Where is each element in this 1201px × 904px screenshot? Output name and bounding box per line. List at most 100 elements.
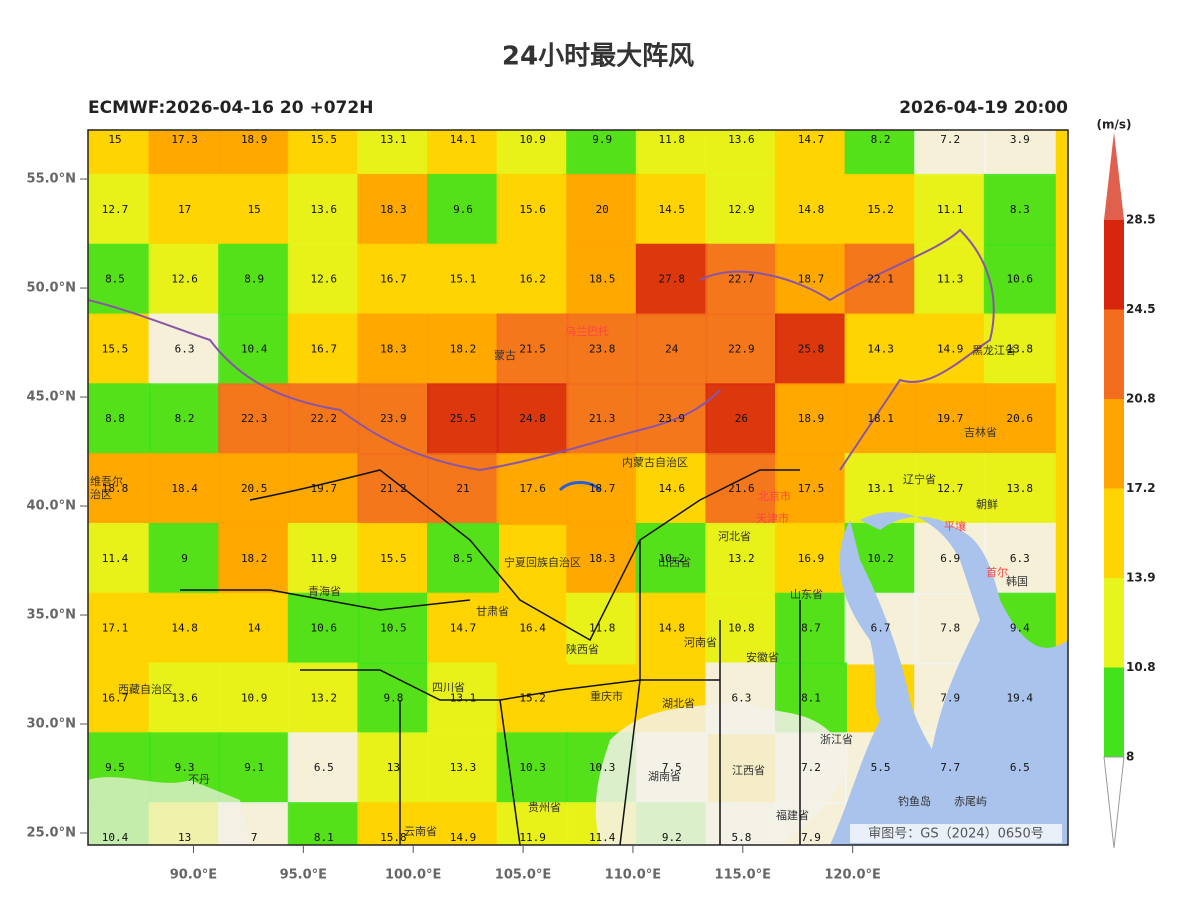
value-label: 18.4 xyxy=(171,482,198,495)
wind-cell xyxy=(218,522,291,595)
wind-cell xyxy=(705,522,778,595)
wind-cell xyxy=(566,313,639,386)
wind-cell xyxy=(287,243,360,316)
place-label: 天津市 xyxy=(756,511,789,525)
value-label: 9.5 xyxy=(105,761,125,774)
value-label: 16.4 xyxy=(519,622,546,635)
value-label: 10.6 xyxy=(1007,273,1034,286)
place-label: 重庆市 xyxy=(590,689,623,703)
place-label: 吉林省 xyxy=(964,425,997,439)
value-label: 6.5 xyxy=(1010,761,1030,774)
place-label: 治区 xyxy=(90,487,112,501)
value-label: 10.4 xyxy=(102,831,129,844)
value-label: 15.6 xyxy=(519,203,546,216)
run-label: ECMWF:2026-04-16 20 +072H xyxy=(88,98,373,118)
value-label: 21.5 xyxy=(519,342,546,355)
value-label: 27.8 xyxy=(659,273,686,286)
map-frame xyxy=(87,129,1069,846)
wind-cell xyxy=(88,313,151,386)
value-label: 13.1 xyxy=(380,133,407,146)
value-label: 9.3 xyxy=(175,761,195,774)
place-label: 青海省 xyxy=(308,584,341,598)
wind-cell xyxy=(914,313,987,386)
place-label: 江西省 xyxy=(732,764,765,777)
colorbar-over xyxy=(1104,132,1124,220)
value-label: 15.1 xyxy=(450,273,477,286)
value-label: 22.1 xyxy=(867,273,894,286)
wind-cell xyxy=(357,592,430,665)
value-label: 7.2 xyxy=(801,761,821,774)
value-label: 15.5 xyxy=(380,552,407,565)
place-label: 浙江省 xyxy=(820,733,853,746)
value-label: 18.9 xyxy=(798,412,825,425)
axes: 25.0°N 30.0°N 35.0°N 40.0°N 45.0°N 50.0°N 55.0… xyxy=(27,172,881,883)
wind-cell xyxy=(427,173,499,246)
wind-cell xyxy=(983,243,1056,316)
colorbar-segment xyxy=(1104,667,1124,757)
wind-cell xyxy=(983,453,1056,525)
value-label: 3.9 xyxy=(1010,133,1030,146)
y-tick-label: 25.0°N xyxy=(27,826,76,841)
wind-cell xyxy=(635,243,708,316)
y-tick-label: 35.0°N xyxy=(27,608,76,623)
value-label: 9.1 xyxy=(244,761,264,774)
value-label: 18.1 xyxy=(867,412,894,425)
value-labels: 15 17.3 18.9 15.5 13.1 14.1 10.9 9.9 11.8 13.6 14.… xyxy=(102,133,1034,844)
wind-cell xyxy=(844,243,917,316)
wind-cell xyxy=(496,592,569,665)
wind-cell xyxy=(357,522,430,595)
colorbar-segment xyxy=(1104,309,1124,399)
sea xyxy=(860,512,1068,845)
place-label: 宁夏回族自治区 xyxy=(504,555,581,569)
place-label: 平壤 xyxy=(944,519,966,533)
wind-cell xyxy=(496,802,569,845)
wind-cell xyxy=(914,243,987,316)
value-label: 13.6 xyxy=(311,203,338,216)
value-label: 15.5 xyxy=(102,342,129,355)
value-label: 15.5 xyxy=(311,133,338,146)
value-label: 6.3 xyxy=(731,691,751,704)
value-label: 24.8 xyxy=(519,412,546,425)
approval: 审图号：GS（2024）0650号 xyxy=(868,827,1044,842)
value-label: 11.4 xyxy=(102,552,129,565)
value-label: 12.6 xyxy=(171,273,198,286)
value-label: 8.3 xyxy=(1010,203,1030,216)
wind-cell xyxy=(775,173,847,246)
wind-cell xyxy=(914,173,987,246)
wind-cell xyxy=(357,173,430,246)
wind-cell xyxy=(218,173,291,246)
wind-cell xyxy=(566,522,639,595)
y-tick-label: 30.0°N xyxy=(27,717,76,732)
wind-cell xyxy=(88,130,151,176)
wind-cell xyxy=(218,592,291,665)
value-label: 14.8 xyxy=(171,622,198,635)
value-label: 14.5 xyxy=(659,203,686,216)
wind-cell xyxy=(357,243,430,316)
value-label: 18.7 xyxy=(589,482,616,495)
wind-cell xyxy=(148,383,221,456)
wind-cell xyxy=(218,732,291,805)
value-label: 23.9 xyxy=(659,412,686,425)
wind-cell xyxy=(983,173,1056,246)
value-label: 16.7 xyxy=(102,691,129,704)
wind-cell xyxy=(844,130,917,176)
place-label: 钓鱼岛 xyxy=(898,794,931,808)
place-label: 山东省 xyxy=(790,588,823,601)
place-label: 湖北省 xyxy=(662,697,695,710)
value-label: 14.9 xyxy=(937,342,964,355)
wind-cell xyxy=(705,173,778,246)
value-label: 10.5 xyxy=(380,622,407,635)
value-label: 16.7 xyxy=(311,342,338,355)
value-label: 6.3 xyxy=(175,342,195,355)
border xyxy=(699,228,995,471)
wind-cell xyxy=(427,313,499,386)
value-label: 18.3 xyxy=(589,552,616,565)
border xyxy=(88,299,721,472)
value-label: 10.9 xyxy=(519,133,546,146)
colorbar-label: 28.5 xyxy=(1126,213,1156,227)
wind-cell xyxy=(218,662,291,735)
value-label: 15.2 xyxy=(519,691,546,704)
wind-cell xyxy=(427,802,499,845)
value-label: 11.9 xyxy=(519,831,546,844)
place-label: 山西省 xyxy=(658,556,691,569)
